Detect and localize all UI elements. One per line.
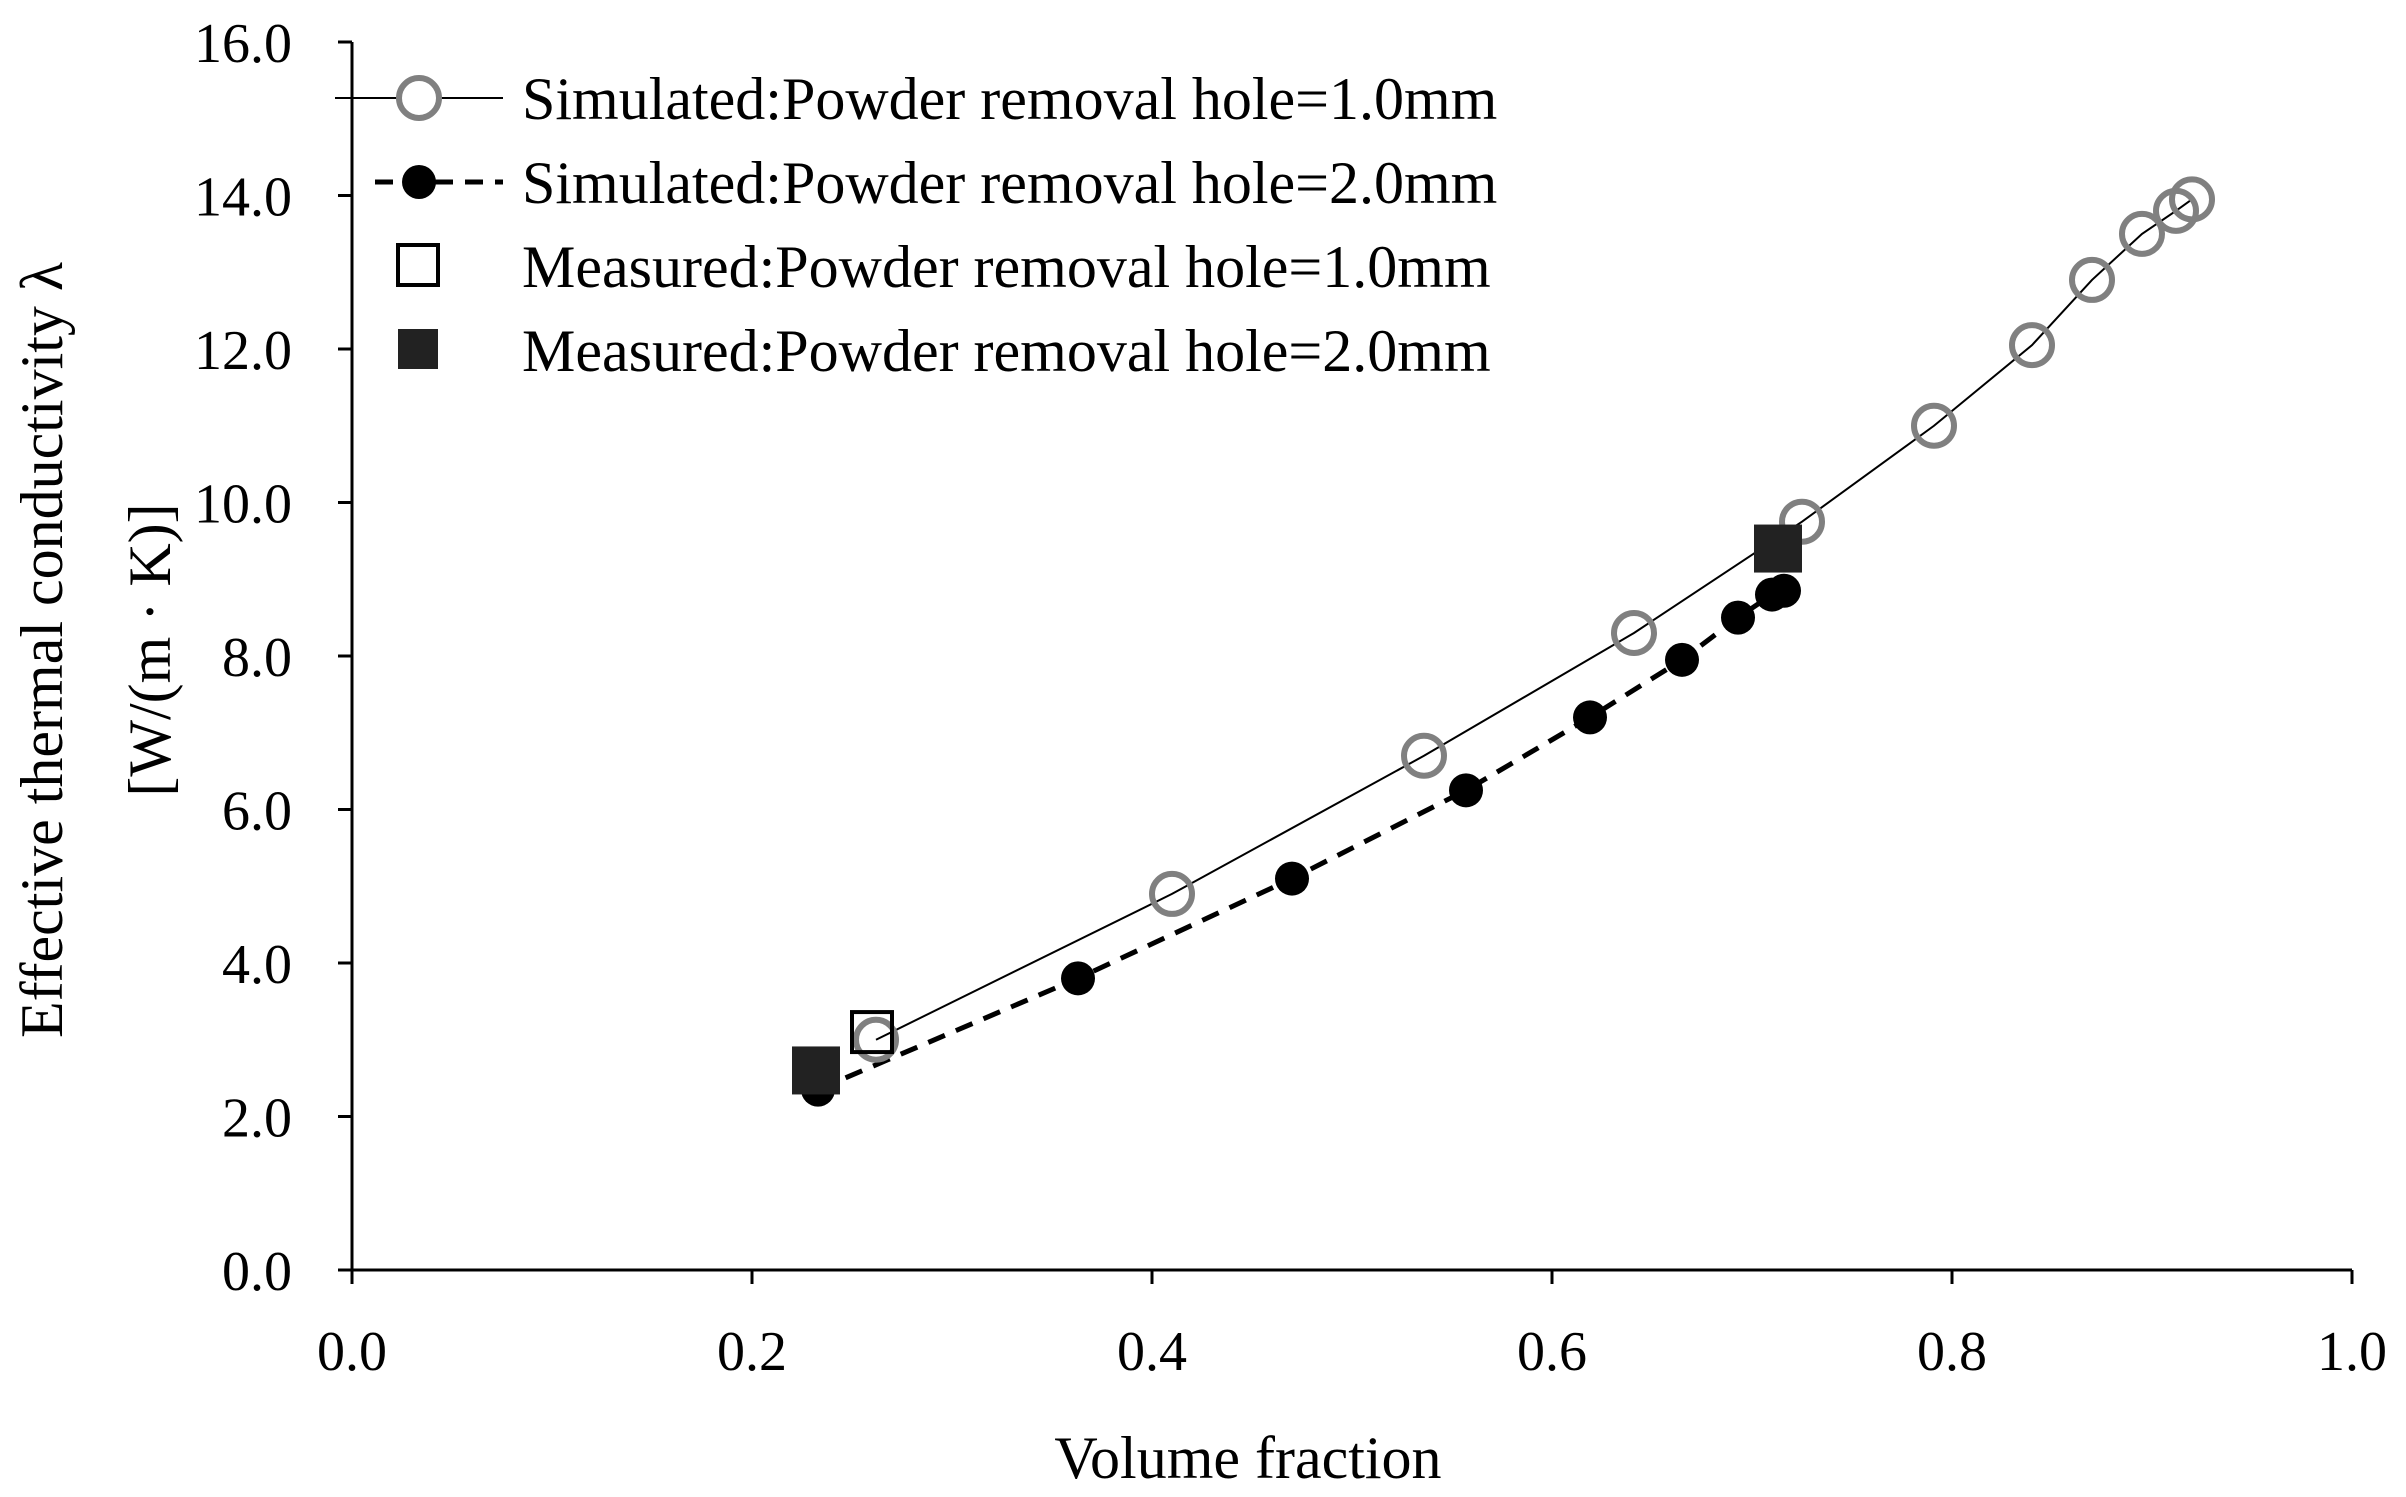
point-simulated-1mm	[2009, 322, 2055, 369]
x-tick-label: 0.4	[1117, 1321, 1187, 1383]
point-simulated-1mm	[1401, 732, 1447, 779]
point-simulated-1mm	[2069, 256, 2115, 303]
point-simulated-1mm	[1611, 609, 1657, 656]
point-simulated-2mm	[1275, 861, 1309, 896]
point-simulated-1mm	[2119, 210, 2165, 257]
y-tick-label: 4.0	[222, 934, 292, 996]
legend-item-simulated-1mm: Simulated:Powder removal hole=1.0mm	[335, 66, 1497, 132]
y-tick-label: 6.0	[222, 781, 292, 843]
legend: Simulated:Powder removal hole=1.0mm Simu…	[335, 66, 1497, 384]
legend-open-circle-marker	[396, 75, 442, 121]
legend-filled-circle-marker	[402, 165, 436, 199]
legend-label-measured-1mm: Measured:Powder removal hole=1.0mm	[522, 234, 1491, 300]
y-tick-label: 8.0	[222, 627, 292, 689]
point-simulated-1mm	[2169, 176, 2215, 223]
legend-label-measured-2mm: Measured:Powder removal hole=2.0mm	[522, 318, 1491, 384]
legend-item-measured-1mm: Measured:Powder removal hole=1.0mm	[396, 234, 1491, 300]
y-axis-title-line1: Effective thermal conductivity λ	[9, 262, 75, 1038]
point-simulated-1mm	[853, 1016, 899, 1063]
y-tick-label: 2.0	[222, 1088, 292, 1150]
x-tick-label: 0.2	[717, 1321, 787, 1383]
y-ticks: 0.0 2.0 4.0 6.0 8.0 10.0 12.0 14.0 16.0	[194, 13, 352, 1303]
axes	[350, 42, 2352, 1272]
legend-item-measured-2mm: Measured:Powder removal hole=2.0mm	[398, 318, 1491, 384]
point-simulated-1mm	[1149, 870, 1195, 917]
x-axis-title: Volume fraction	[1054, 1425, 1441, 1491]
legend-label-simulated-2mm: Simulated:Powder removal hole=2.0mm	[522, 150, 1497, 216]
legend-filled-square-marker	[398, 329, 438, 369]
series-line-simulated-1mm	[875, 198, 2193, 1041]
markers	[792, 176, 2215, 1107]
point-simulated-2mm	[1767, 573, 1801, 608]
legend-label-simulated-1mm: Simulated:Powder removal hole=1.0mm	[522, 66, 1497, 132]
y-tick-label: 0.0	[222, 1241, 292, 1303]
x-ticks: 0.0 0.2 0.4 0.6 0.8 1.0	[317, 1270, 2387, 1383]
point-measured-2mm	[1754, 524, 1802, 573]
point-measured-2mm	[792, 1046, 840, 1095]
legend-item-simulated-2mm: Simulated:Powder removal hole=2.0mm	[375, 150, 1497, 216]
point-simulated-2mm	[1665, 642, 1699, 677]
y-tick-label: 10.0	[194, 474, 292, 536]
point-simulated-2mm	[1449, 773, 1483, 808]
x-tick-label: 1.0	[2317, 1321, 2387, 1383]
x-tick-label: 0.8	[1917, 1321, 1987, 1383]
y-tick-label: 12.0	[194, 320, 292, 382]
y-tick-label: 16.0	[194, 13, 292, 75]
y-tick-label: 14.0	[194, 167, 292, 229]
point-measured-1mm	[850, 1010, 894, 1055]
x-tick-label: 0.6	[1517, 1321, 1587, 1383]
point-simulated-2mm	[1061, 961, 1095, 996]
point-simulated-2mm	[1573, 700, 1607, 735]
y-axis-title-line2: [W/(m · K)]	[117, 503, 183, 796]
point-simulated-2mm	[1721, 600, 1755, 635]
legend-open-square-marker	[396, 243, 440, 287]
x-tick-label: 0.0	[317, 1321, 387, 1383]
point-simulated-1mm	[1911, 402, 1957, 449]
series-line-simulated-2mm	[817, 588, 1785, 1092]
